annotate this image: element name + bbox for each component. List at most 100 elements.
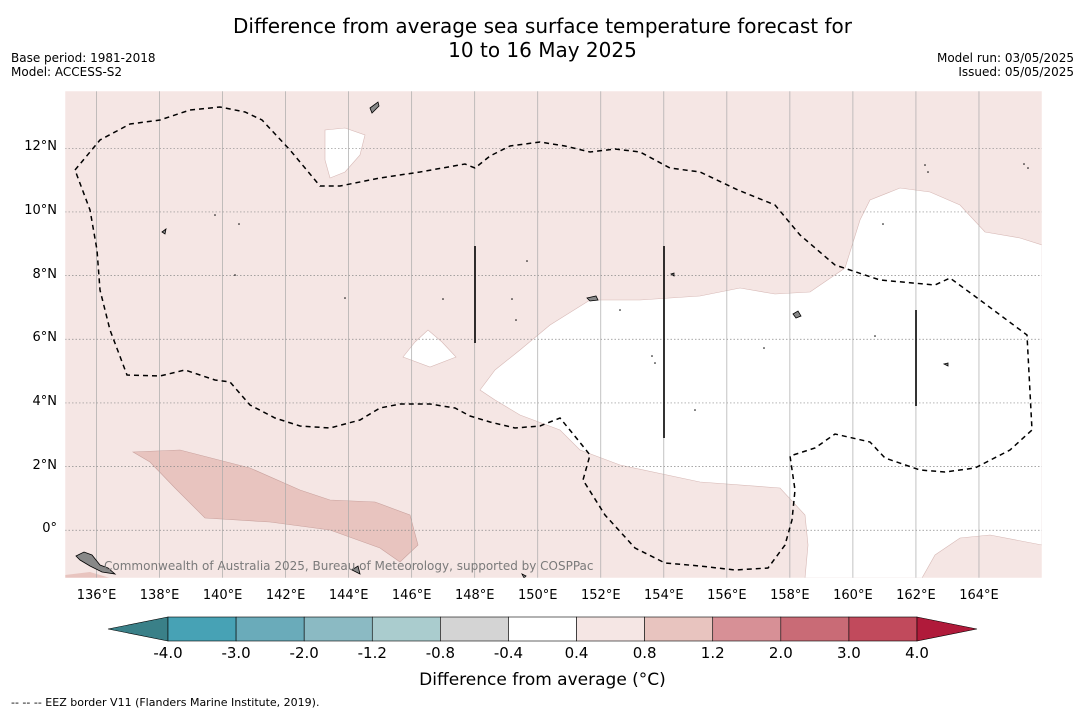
colorbar-tick-label: -3.0	[221, 644, 251, 662]
latitude-tick-label: 10°N	[24, 202, 57, 218]
islet	[654, 362, 656, 364]
islet	[763, 347, 765, 349]
colorbar-tick-label: -4.0	[153, 644, 183, 662]
colorbar-tick-label: -0.8	[425, 644, 455, 662]
colorbar-tick-label: 0.8	[632, 644, 657, 662]
islet	[927, 171, 929, 173]
colorbar-tick-label: -0.4	[493, 644, 524, 662]
islet	[234, 274, 236, 276]
island	[586, 295, 599, 302]
islet	[874, 335, 876, 337]
longitude-tick-label: 136°E	[76, 588, 117, 603]
colorbar-tick-label: -2.0	[289, 644, 319, 662]
longitude-tick-label: 160°E	[833, 588, 873, 603]
latitude-tick-label: 0°	[42, 521, 57, 537]
longitude-tick-label: 142°E	[265, 588, 306, 603]
warm-anomaly-region	[131, 449, 419, 563]
islet	[1027, 167, 1029, 169]
islet	[924, 164, 926, 166]
longitude-tick-label: 140°E	[202, 588, 243, 603]
title-line-1: Difference from average sea surface temp…	[232, 14, 852, 38]
island	[670, 272, 675, 277]
islet	[619, 309, 621, 311]
longitude-tick-label: 148°E	[454, 588, 495, 603]
colorbar-segment	[167, 616, 237, 642]
model-text: Model: ACCESS-S2	[11, 65, 123, 79]
colorbar-segments	[167, 616, 918, 642]
islet	[344, 297, 346, 299]
colorbar-segment	[576, 616, 645, 642]
colorbar-tick-label: 2.0	[768, 644, 793, 662]
islet	[1023, 163, 1025, 165]
colorbar-tick-label: 0.4	[564, 644, 589, 662]
map-title: Difference from average sea surface temp…	[0, 14, 1085, 62]
issued-text: Issued: 05/05/2025	[958, 65, 1074, 79]
longitude-tick-label: 146°E	[391, 588, 432, 603]
island	[792, 310, 802, 319]
islet	[214, 214, 216, 216]
island	[942, 362, 949, 367]
longitude-tick-label: 138°E	[139, 588, 180, 603]
colorbar-tick-label: 4.0	[905, 644, 929, 662]
islet	[442, 298, 444, 300]
longitude-tick-label: 158°E	[770, 588, 810, 603]
islet	[651, 355, 653, 357]
colorbar-under-arrow	[107, 616, 169, 642]
longitude-tick-label: 150°E	[517, 588, 558, 603]
islet	[526, 260, 528, 262]
longitude-tick-label: 152°E	[581, 588, 621, 603]
colorbar-label: Difference from average (°C)	[419, 670, 666, 690]
islet	[694, 409, 696, 411]
meta-right: Model run: 03/05/2025 Issued: 05/05/2025	[937, 51, 1074, 79]
model-run-text: Model run: 03/05/2025	[936, 51, 1074, 65]
base-period-text: Base period: 1981-2018	[11, 51, 156, 65]
latitude-tick-label: 4°N	[32, 393, 58, 409]
meta-left: Base period: 1981-2018 Model: ACCESS-S2	[11, 51, 156, 79]
island	[161, 228, 167, 235]
longitude-tick-label: 156°E	[707, 588, 747, 603]
latitude-tick-label: 6°N	[32, 330, 58, 346]
islet	[882, 223, 884, 225]
island	[351, 565, 361, 575]
map-credit: Commonwealth of Australia 2025, Bureau o…	[104, 559, 594, 573]
colorbar-segment	[712, 616, 782, 642]
title-line-2: 10 to 16 May 2025	[448, 38, 637, 62]
colorbar-segment	[508, 616, 577, 642]
latitude-tick-label: 2°N	[32, 457, 58, 473]
islet	[511, 298, 513, 300]
eez-footnote: -- -- -- EEZ border V11 (Flanders Marine…	[11, 696, 320, 709]
colorbar-segment	[644, 616, 714, 642]
longitude-tick-label: 164°E	[959, 588, 999, 603]
islet	[515, 319, 517, 321]
colorbar-segment	[848, 616, 918, 642]
longitude-tick-label: 162°E	[896, 588, 936, 603]
colorbar-segment	[780, 616, 850, 642]
island	[369, 101, 380, 114]
longitude-tick-label: 154°E	[644, 588, 684, 603]
colorbar	[107, 616, 978, 642]
islands	[75, 101, 949, 578]
map-frame	[64, 90, 1043, 579]
colorbar-segment	[440, 616, 509, 642]
island	[521, 573, 527, 578]
colorbar-tick-label: 3.0	[836, 644, 861, 662]
latitude-tick-label: 8°N	[32, 266, 58, 282]
islet	[238, 223, 240, 225]
colorbar-over-arrow	[916, 616, 978, 642]
latitude-tick-label: 12°N	[24, 139, 57, 155]
eez-border	[74, 106, 1033, 571]
colorbar-tick-label: 1.2	[700, 644, 725, 662]
longitude-tick-label: 144°E	[328, 588, 369, 603]
graticule	[65, 91, 1042, 578]
colorbar-segment	[235, 616, 305, 642]
warm-anomaly-corner	[65, 572, 110, 578]
colorbar-segment	[303, 616, 373, 642]
map-area: Commonwealth of Australia 2025, Bureau o…	[65, 91, 1042, 578]
colorbar-tick-label: -1.2	[357, 644, 387, 662]
neutral-region-small	[402, 329, 457, 368]
neutral-region-main	[479, 187, 1042, 578]
colorbar-segment	[371, 616, 441, 642]
island	[75, 551, 117, 575]
small-islets	[214, 163, 1029, 411]
